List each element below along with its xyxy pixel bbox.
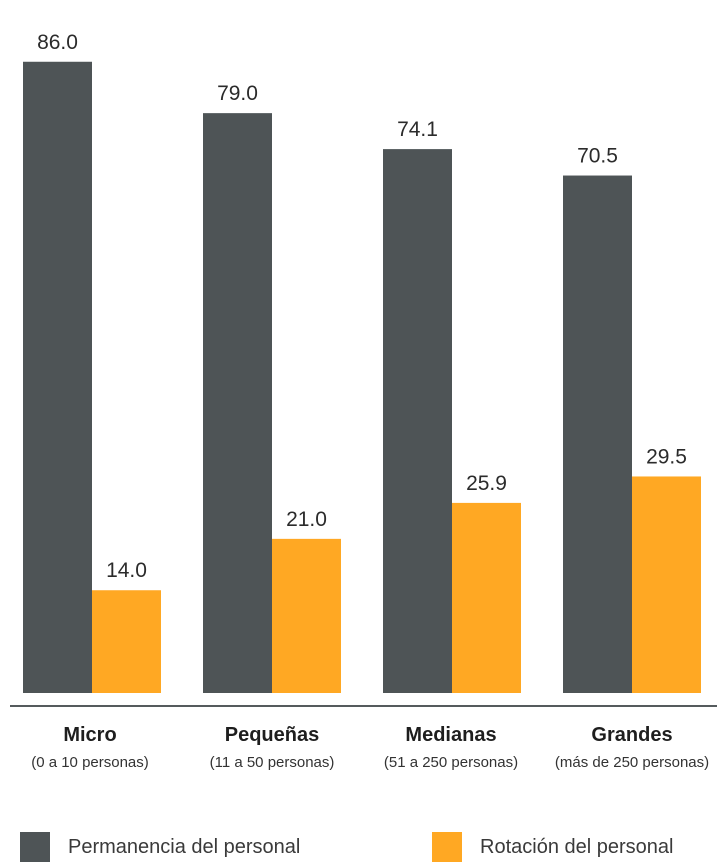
bar-permanencia-pequenas [203, 113, 272, 693]
category-subtitle-medianas: (51 a 250 personas) [383, 754, 519, 771]
value-label-permanencia-micro: 86.0 [37, 31, 78, 54]
category-label-grandes: Grandes [591, 724, 673, 746]
legend-swatch-permanencia [20, 832, 50, 862]
bar-permanencia-grandes [563, 175, 632, 693]
value-label-rotacion-grandes: 29.5 [646, 445, 687, 468]
value-label-permanencia-pequenas: 79.0 [217, 82, 258, 105]
bars-layer [23, 61, 701, 693]
legend-swatch-rotacion [432, 832, 462, 862]
bar-permanencia-medianas [383, 149, 452, 693]
value-labels-layer: 86.0 79.0 74.1 70.5 14.0 21.0 25.9 29.5 [37, 31, 687, 582]
value-label-rotacion-pequenas: 21.0 [286, 508, 327, 531]
value-label-rotacion-micro: 14.0 [106, 559, 147, 582]
bar-rotacion-micro [92, 590, 161, 693]
bar-rotacion-grandes [632, 476, 701, 693]
category-label-medianas: Medianas [405, 724, 497, 746]
value-label-rotacion-medianas: 25.9 [466, 472, 507, 495]
category-label-micro: Micro [63, 724, 117, 746]
bar-rotacion-pequenas [272, 538, 341, 693]
category-subtitle-micro: (0 a 10 personas) [31, 754, 149, 771]
category-label-pequenas: Pequeñas [224, 724, 320, 746]
bar-permanencia-micro [23, 61, 92, 693]
value-label-permanencia-grandes: 70.5 [577, 145, 618, 168]
legend-label-rotacion: Rotación del personal [480, 835, 674, 858]
legend-item-rotacion: Rotación del personal [432, 832, 673, 862]
category-subtitle-pequenas: (11 a 50 personas) [209, 754, 335, 771]
legend-item-permanencia: Permanencia del personal [20, 832, 300, 862]
legend-label-permanencia: Permanencia del personal [68, 835, 301, 858]
value-label-permanencia-medianas: 74.1 [397, 118, 438, 141]
category-subtitle-grandes: (más de 250 personas) [554, 754, 710, 771]
bar-rotacion-medianas [452, 502, 521, 693]
